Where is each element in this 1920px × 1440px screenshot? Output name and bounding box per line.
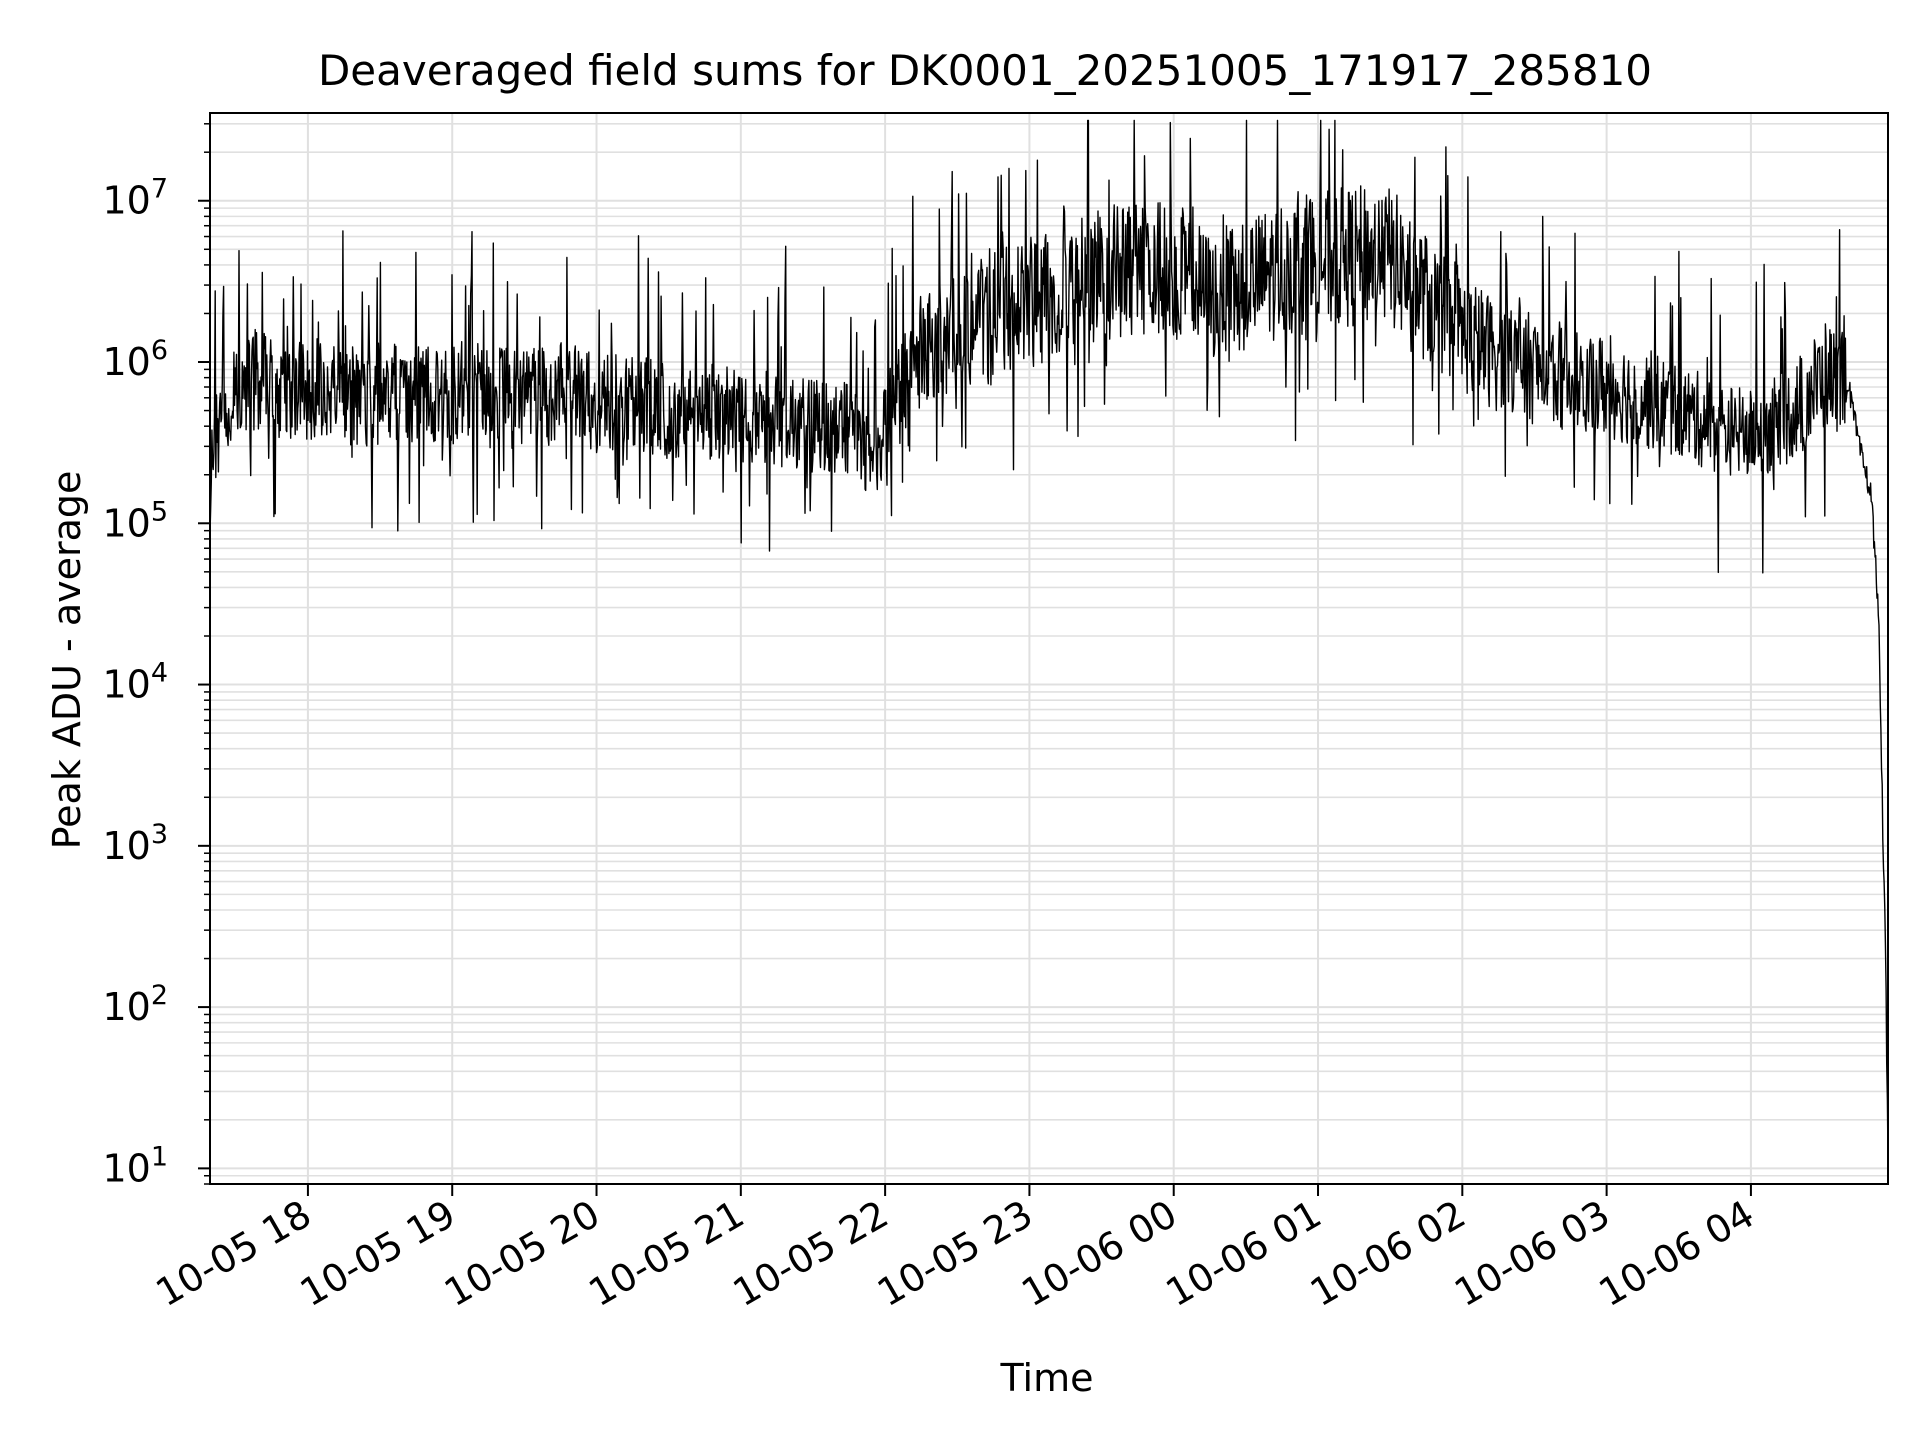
plot-frame xyxy=(209,112,1889,1185)
y-tick-label: 102 xyxy=(102,980,168,1029)
y-tick-exponent: 4 xyxy=(151,658,168,689)
y-tick-base: 10 xyxy=(102,501,150,545)
y-tick-exponent: 5 xyxy=(151,496,168,527)
series-layer xyxy=(209,119,1889,1161)
y-tick-base: 10 xyxy=(102,985,150,1029)
y-tick-base: 10 xyxy=(102,1146,150,1190)
y-tick-label: 107 xyxy=(102,174,168,223)
y-tick-exponent: 7 xyxy=(151,174,168,205)
y-tick-label: 105 xyxy=(102,496,168,545)
y-axis-label: Peak ADU - average xyxy=(45,471,89,850)
y-tick-base: 10 xyxy=(102,663,150,707)
y-tick-exponent: 6 xyxy=(151,335,168,366)
y-tick-exponent: 2 xyxy=(151,980,168,1011)
x-axis-label: Time xyxy=(1000,1356,1094,1400)
y-tick-base: 10 xyxy=(102,179,150,223)
y-tick-exponent: 3 xyxy=(151,819,168,850)
y-tick-base: 10 xyxy=(102,340,150,384)
data-series-line xyxy=(209,119,1889,1161)
y-tick-base: 10 xyxy=(102,824,150,868)
y-tick-label: 101 xyxy=(102,1141,168,1190)
y-tick-label: 103 xyxy=(102,819,168,868)
y-tick-exponent: 1 xyxy=(151,1141,168,1172)
y-tick-label: 104 xyxy=(102,658,168,707)
y-tick-label: 106 xyxy=(102,335,168,384)
chart-title: Deaveraged field sums for DK0001_2025100… xyxy=(318,46,1652,95)
